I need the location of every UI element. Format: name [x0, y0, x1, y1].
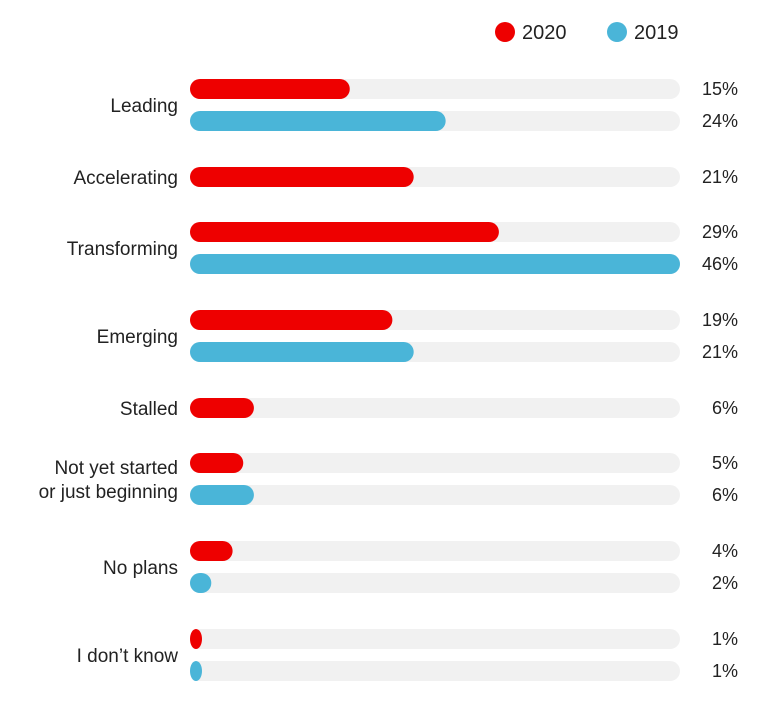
bar-2020 [190, 222, 499, 242]
category-label: Transforming [67, 239, 178, 260]
bar-2020 [190, 79, 350, 99]
value-label: 2% [712, 573, 738, 593]
value-label: 15% [702, 79, 738, 99]
bar-2019 [190, 342, 414, 362]
category-label: Leading [110, 96, 178, 117]
category-label: Not yet started [54, 458, 178, 479]
bar-track [190, 485, 680, 505]
category-label: or just beginning [39, 482, 178, 503]
category-labels: Leading Accelerating Transforming Emerging S… [39, 96, 179, 667]
value-label: 5% [712, 453, 738, 473]
bar-2019 [190, 254, 680, 274]
value-label: 6% [712, 485, 738, 505]
bar-2020 [190, 310, 393, 330]
bar-2020 [190, 398, 254, 418]
bar-track [190, 629, 680, 649]
value-label: 24% [702, 111, 738, 131]
bar-2019 [190, 111, 446, 131]
value-label: 1% [712, 629, 738, 649]
category-label: Emerging [97, 327, 178, 348]
bar-track [190, 661, 680, 681]
bar-track [190, 541, 680, 561]
legend-swatch-2020 [495, 22, 515, 42]
legend-swatch-2019 [607, 22, 627, 42]
value-label: 46% [702, 254, 738, 274]
category-label: No plans [103, 558, 178, 579]
category-label: Stalled [120, 399, 178, 420]
bar-2020 [190, 453, 244, 473]
bars [190, 79, 680, 681]
value-label: 29% [702, 222, 738, 242]
value-label: 1% [712, 661, 738, 681]
value-labels: 15% 24% 21% 29% 46% 19% 21% 6% 5% 6% 4% 2% 1% 1% [702, 79, 738, 681]
bar-track [190, 573, 680, 593]
value-label: 6% [712, 398, 738, 418]
legend: 2020 2019 [495, 22, 679, 44]
bar-2020 [190, 167, 414, 187]
value-label: 21% [702, 167, 738, 187]
bar-2019 [190, 573, 212, 593]
category-label: Accelerating [73, 168, 178, 189]
bar-2020 [190, 541, 233, 561]
value-label: 19% [702, 310, 738, 330]
bar-2019 [190, 485, 254, 505]
value-label: 21% [702, 342, 738, 362]
bar-track [190, 453, 680, 473]
bar-2019 [190, 661, 202, 681]
legend-label-2019: 2019 [634, 22, 679, 44]
bar-track [190, 398, 680, 418]
legend-label-2020: 2020 [522, 22, 567, 44]
value-label: 4% [712, 541, 738, 561]
category-label: I don’t know [77, 646, 179, 667]
bar-2020 [190, 629, 202, 649]
